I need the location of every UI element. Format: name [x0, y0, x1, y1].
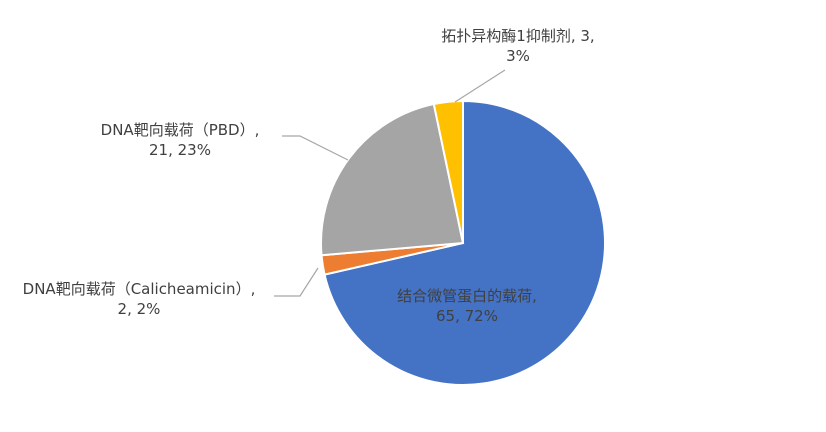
slice-pbd	[320, 102, 465, 257]
leader-lines	[274, 69, 506, 297]
slice-topo1	[432, 99, 464, 244]
data-label-tubulin: 结合微管蛋白的载荷, 65, 72%	[372, 286, 562, 326]
leader-line-calicheamicin	[274, 267, 319, 297]
data-label-calicheamicin-value: 2, 2%	[117, 300, 161, 318]
data-label-topo1: 拓扑异构酶1抑制剂, 3, 3%	[420, 26, 616, 66]
data-label-tubulin-name: 结合微管蛋白的载荷,	[397, 287, 537, 305]
pie-slices	[320, 99, 606, 386]
data-label-pbd-name: DNA靶向载荷（PBD）,	[100, 121, 260, 139]
leader-line-topo1	[454, 69, 506, 103]
data-label-topo1-name: 拓扑异构酶1抑制剂, 3,	[441, 27, 595, 45]
data-label-calicheamicin-name: DNA靶向载荷（Calicheamicin）,	[22, 280, 256, 298]
data-label-pbd-value: 21, 23%	[149, 141, 211, 159]
data-label-pbd: DNA靶向载荷（PBD）, 21, 23%	[82, 120, 278, 160]
data-label-calicheamicin: DNA靶向载荷（Calicheamicin）, 2, 2%	[8, 279, 270, 319]
leader-line-pbd	[282, 135, 349, 161]
slice-tubulin	[323, 99, 606, 386]
data-label-tubulin-value: 65, 72%	[436, 307, 498, 325]
data-label-topo1-value: 3%	[506, 47, 530, 65]
